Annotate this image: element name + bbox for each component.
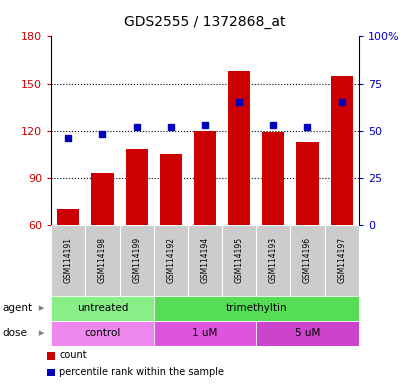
Bar: [153, 225, 187, 296]
Bar: [330, 76, 352, 225]
Bar: [160, 154, 182, 225]
Bar: [91, 173, 113, 225]
Bar: [51, 321, 153, 346]
Bar: [51, 296, 153, 321]
Bar: [262, 132, 284, 225]
Bar: [324, 225, 358, 296]
Bar: [227, 71, 249, 225]
Text: 5 uM: 5 uM: [294, 328, 319, 338]
Text: GSM114191: GSM114191: [64, 237, 73, 283]
Bar: [119, 225, 153, 296]
Text: GSM114192: GSM114192: [166, 237, 175, 283]
Text: GSM114195: GSM114195: [234, 237, 243, 283]
Bar: [290, 225, 324, 296]
Bar: [47, 369, 54, 376]
Text: GSM114193: GSM114193: [268, 237, 277, 283]
Text: untreated: untreated: [76, 303, 128, 313]
Text: GSM114194: GSM114194: [200, 237, 209, 283]
Text: GSM114196: GSM114196: [302, 237, 311, 283]
Bar: [85, 225, 119, 296]
Text: percentile rank within the sample: percentile rank within the sample: [59, 367, 224, 377]
Bar: [47, 353, 54, 360]
Text: agent: agent: [2, 303, 32, 313]
Bar: [51, 225, 85, 296]
Bar: [256, 321, 358, 346]
Bar: [222, 225, 256, 296]
Bar: [193, 131, 216, 225]
Bar: [153, 321, 256, 346]
Text: trimethyltin: trimethyltin: [225, 303, 286, 313]
Text: control: control: [84, 328, 120, 338]
Text: GSM114198: GSM114198: [98, 237, 107, 283]
Text: 1 uM: 1 uM: [192, 328, 217, 338]
Bar: [296, 142, 318, 225]
Text: dose: dose: [2, 328, 27, 338]
Bar: [125, 149, 147, 225]
Bar: [256, 225, 290, 296]
Bar: [57, 209, 79, 225]
Text: GSM114199: GSM114199: [132, 237, 141, 283]
Text: GSM114197: GSM114197: [336, 237, 345, 283]
Text: GDS2555 / 1372868_at: GDS2555 / 1372868_at: [124, 15, 285, 29]
Bar: [153, 296, 358, 321]
Bar: [187, 225, 222, 296]
Text: count: count: [59, 350, 87, 360]
